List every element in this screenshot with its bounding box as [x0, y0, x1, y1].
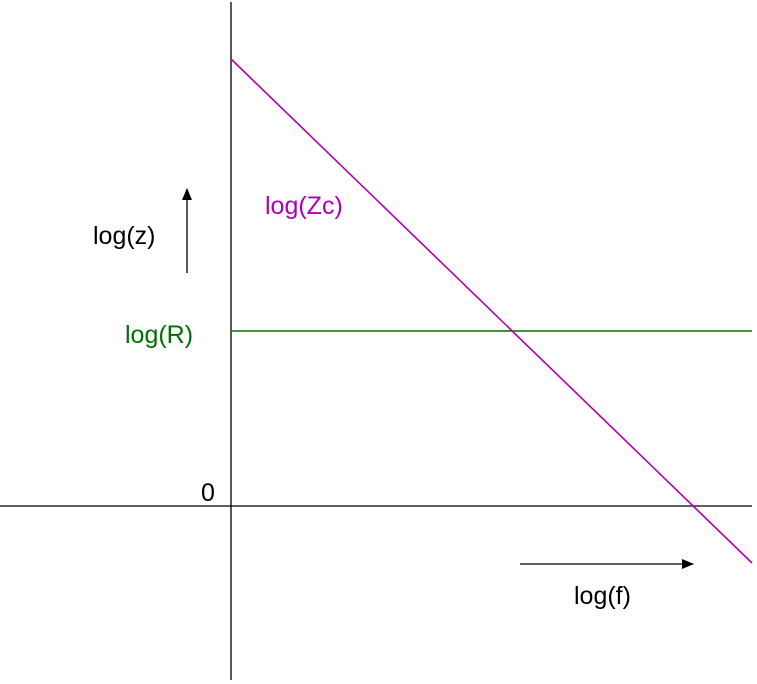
capacitor-label: log(Zc) [265, 192, 343, 220]
capacitor-impedance-line [230, 58, 753, 564]
resistance-label: log(R) [125, 321, 193, 349]
y-axis-label: log(z) [93, 222, 156, 250]
origin-label: 0 [201, 479, 215, 507]
x-axis-label: log(f) [574, 582, 631, 610]
